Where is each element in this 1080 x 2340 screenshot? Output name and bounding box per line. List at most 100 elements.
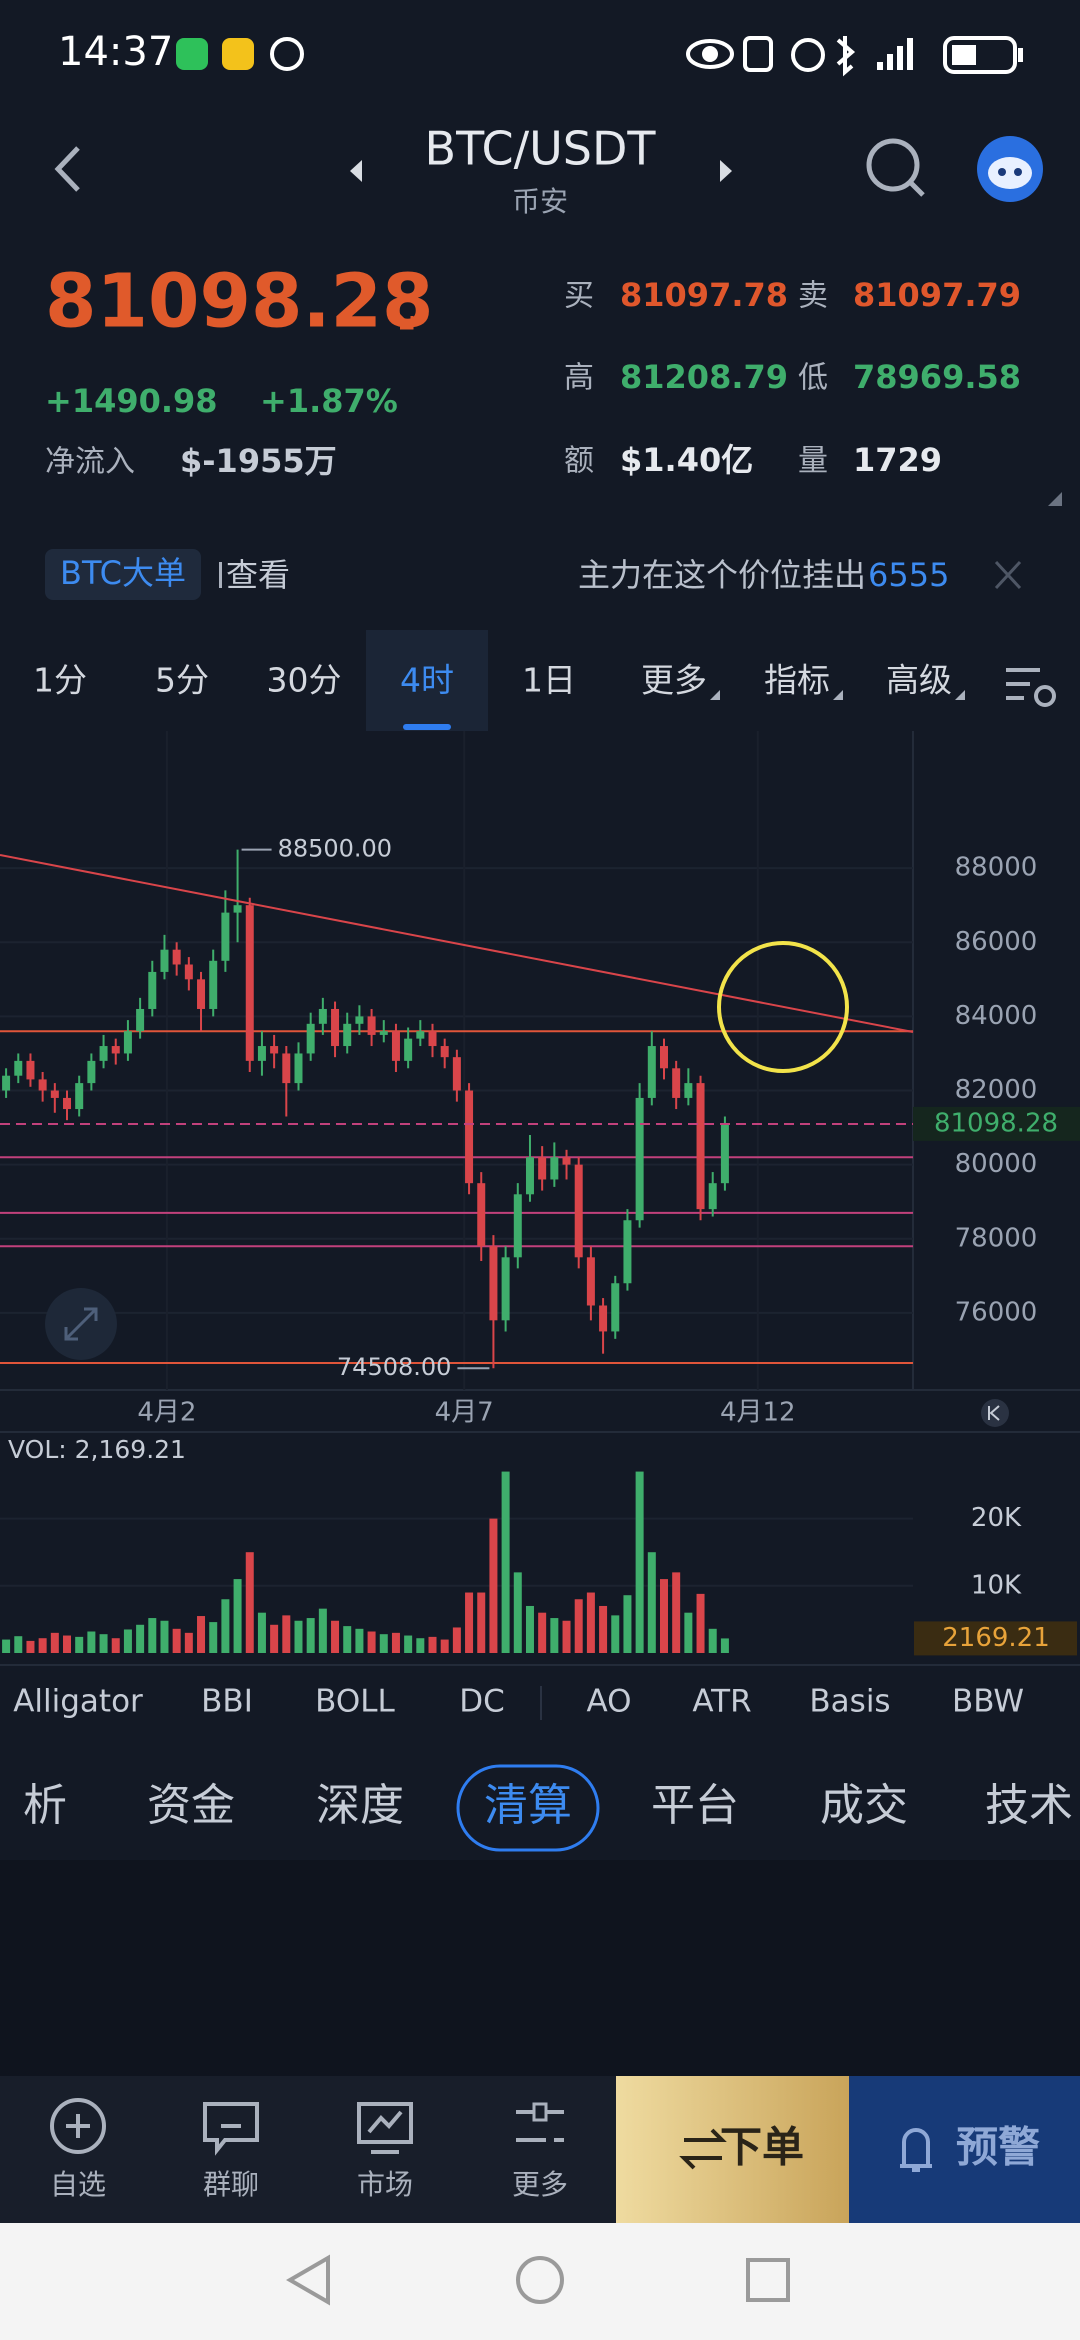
volume-bar bbox=[38, 1638, 47, 1653]
volume-bar bbox=[172, 1628, 181, 1653]
timeframe[interactable]: 5分 bbox=[155, 661, 209, 700]
order-button-bg[interactable] bbox=[616, 2076, 849, 2223]
icon-part bbox=[702, 46, 718, 62]
price-change-pct: +1.87% bbox=[260, 382, 398, 420]
candle-body bbox=[306, 1023, 315, 1054]
system-home[interactable] bbox=[516, 2256, 564, 2304]
tab[interactable]: 平台 bbox=[651, 1780, 739, 1831]
timeframe[interactable]: 4时 bbox=[400, 661, 454, 700]
scroll-latest[interactable] bbox=[981, 1399, 1009, 1427]
highlight-circle bbox=[717, 941, 849, 1073]
next-pair[interactable] bbox=[720, 160, 732, 182]
volume-bar bbox=[428, 1636, 437, 1653]
nav-item[interactable]: 更多 bbox=[512, 2168, 568, 2201]
search-button[interactable] bbox=[866, 138, 925, 197]
tab[interactable]: 成交 bbox=[820, 1780, 908, 1831]
expand-button[interactable] bbox=[45, 1288, 117, 1360]
indicator[interactable]: DC bbox=[459, 1684, 505, 1720]
stat-value: 81097.79 bbox=[853, 276, 1021, 314]
alert-button[interactable]: 预警 bbox=[956, 2123, 1040, 2172]
volume-bar bbox=[14, 1636, 23, 1653]
tab[interactable]: 技术 bbox=[985, 1780, 1073, 1831]
volume-bar bbox=[148, 1618, 157, 1653]
stat-value: $1.40亿 bbox=[620, 441, 753, 479]
volume-bar bbox=[465, 1592, 474, 1653]
system-recent[interactable] bbox=[746, 2258, 790, 2302]
timeframe[interactable]: 指标 bbox=[764, 661, 830, 700]
volume-bar bbox=[63, 1635, 72, 1653]
tab[interactable]: 资金 bbox=[147, 1780, 235, 1831]
candle-body bbox=[197, 979, 206, 1009]
candle-body bbox=[87, 1060, 96, 1084]
net-inflow: $-1955万 bbox=[180, 442, 337, 480]
indicator[interactable]: BBI bbox=[201, 1684, 253, 1720]
indicator[interactable]: Alligator bbox=[13, 1684, 143, 1720]
dropdown-mark bbox=[833, 690, 843, 700]
volume-bar bbox=[623, 1595, 632, 1653]
timeframe[interactable]: 30分 bbox=[267, 661, 342, 700]
low-annotation: 74508.00 bbox=[337, 1353, 452, 1381]
candle-body bbox=[331, 1008, 340, 1047]
icon-part bbox=[357, 2102, 413, 2144]
timeframe[interactable]: 1日 bbox=[522, 661, 576, 700]
indicator[interactable]: BOLL bbox=[315, 1684, 395, 1720]
last-price-label: 81098.28 bbox=[934, 1108, 1058, 1138]
indicator[interactable]: ATR bbox=[692, 1684, 751, 1720]
stat-label: 买 bbox=[564, 279, 594, 314]
tab-active-outline bbox=[456, 1764, 600, 1852]
avatar[interactable] bbox=[977, 136, 1043, 202]
indicator[interactable]: BBW bbox=[952, 1684, 1024, 1720]
indicator[interactable]: Basis bbox=[809, 1684, 890, 1720]
nav-icon bbox=[203, 2102, 259, 2156]
icon-part bbox=[988, 157, 1032, 189]
icon-part bbox=[866, 138, 920, 192]
order-button[interactable]: 下单 bbox=[720, 2123, 804, 2172]
volume-bar bbox=[416, 1638, 425, 1653]
y-tick-label: 78000 bbox=[955, 1223, 1038, 1253]
icon-part bbox=[998, 168, 1006, 176]
candle-body bbox=[245, 905, 254, 1061]
stat-label: 低 bbox=[798, 361, 828, 396]
banner-tag[interactable]: BTC大单 bbox=[60, 554, 186, 592]
candle-body bbox=[172, 949, 181, 965]
tab[interactable]: 清算 bbox=[484, 1780, 572, 1831]
pair-title: BTC/USDT bbox=[425, 122, 657, 176]
volume-bar bbox=[720, 1638, 729, 1653]
nav-item[interactable]: 自选 bbox=[50, 2168, 106, 2201]
volume-bar bbox=[489, 1518, 498, 1653]
icon-part bbox=[791, 38, 825, 72]
volume-bar bbox=[550, 1618, 559, 1653]
banner-action[interactable]: 查看 bbox=[226, 556, 290, 594]
back-button[interactable] bbox=[54, 146, 80, 192]
nav-item[interactable]: 市场 bbox=[357, 2168, 413, 2201]
nav-item[interactable]: 群聊 bbox=[203, 2168, 259, 2201]
alert-button-bg[interactable] bbox=[849, 2076, 1080, 2223]
icon-part bbox=[1034, 685, 1056, 707]
volume-bar bbox=[599, 1605, 608, 1653]
icon-part bbox=[1006, 668, 1040, 700]
volume-bar bbox=[2, 1639, 11, 1653]
volume-tick-label: 20K bbox=[971, 1503, 1022, 1533]
indicator[interactable]: AO bbox=[586, 1684, 631, 1720]
icon-part bbox=[988, 1405, 1000, 1421]
empty-area bbox=[0, 1860, 1080, 2076]
volume-bar bbox=[343, 1626, 352, 1653]
timeframe[interactable]: 更多 bbox=[641, 661, 707, 700]
settings-icon[interactable] bbox=[1006, 668, 1056, 707]
banner-count: 6555 bbox=[868, 556, 949, 594]
system-back[interactable] bbox=[286, 2254, 330, 2306]
prev-pair[interactable] bbox=[350, 160, 362, 182]
banner-close[interactable] bbox=[994, 560, 1022, 590]
timeframe[interactable]: 1分 bbox=[33, 661, 87, 700]
icon-part bbox=[836, 36, 856, 77]
tab[interactable]: 析 bbox=[23, 1780, 67, 1831]
banner-text: 主力在这个价位挂出 bbox=[578, 556, 866, 594]
volume-bar bbox=[87, 1631, 96, 1653]
candle-body bbox=[379, 1031, 388, 1035]
icon-part bbox=[1018, 48, 1023, 62]
candle-body bbox=[148, 971, 157, 1009]
candle-body bbox=[708, 1183, 717, 1210]
candle-body bbox=[465, 1090, 474, 1184]
timeframe[interactable]: 高级 bbox=[886, 661, 952, 700]
tab[interactable]: 深度 bbox=[316, 1780, 404, 1831]
